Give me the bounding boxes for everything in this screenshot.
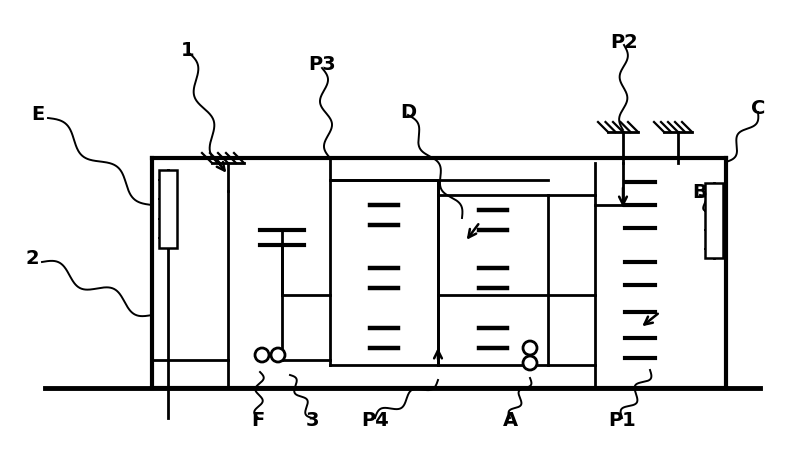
Bar bbox=[705, 183, 723, 258]
Text: E: E bbox=[31, 106, 45, 124]
Text: P2: P2 bbox=[610, 32, 638, 51]
Text: P4: P4 bbox=[361, 410, 389, 429]
Circle shape bbox=[271, 348, 285, 362]
Text: 3: 3 bbox=[306, 410, 318, 429]
Text: 2: 2 bbox=[25, 249, 39, 267]
Text: F: F bbox=[251, 410, 265, 429]
Text: 1: 1 bbox=[181, 41, 195, 60]
Text: B: B bbox=[693, 183, 707, 202]
Circle shape bbox=[523, 356, 537, 370]
Text: A: A bbox=[502, 410, 518, 429]
Circle shape bbox=[523, 341, 537, 355]
Circle shape bbox=[255, 348, 269, 362]
Circle shape bbox=[255, 348, 269, 362]
Circle shape bbox=[523, 341, 537, 355]
Text: C: C bbox=[751, 98, 765, 118]
Circle shape bbox=[523, 356, 537, 370]
Text: D: D bbox=[400, 102, 416, 121]
Bar bbox=[159, 170, 177, 248]
Circle shape bbox=[271, 348, 285, 362]
Text: P3: P3 bbox=[308, 55, 336, 74]
Text: P1: P1 bbox=[608, 410, 636, 429]
